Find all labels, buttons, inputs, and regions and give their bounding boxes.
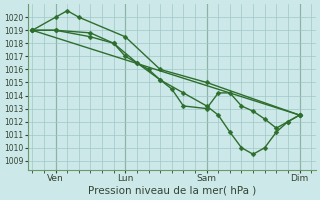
X-axis label: Pression niveau de la mer( hPa ): Pression niveau de la mer( hPa ) bbox=[88, 186, 256, 196]
